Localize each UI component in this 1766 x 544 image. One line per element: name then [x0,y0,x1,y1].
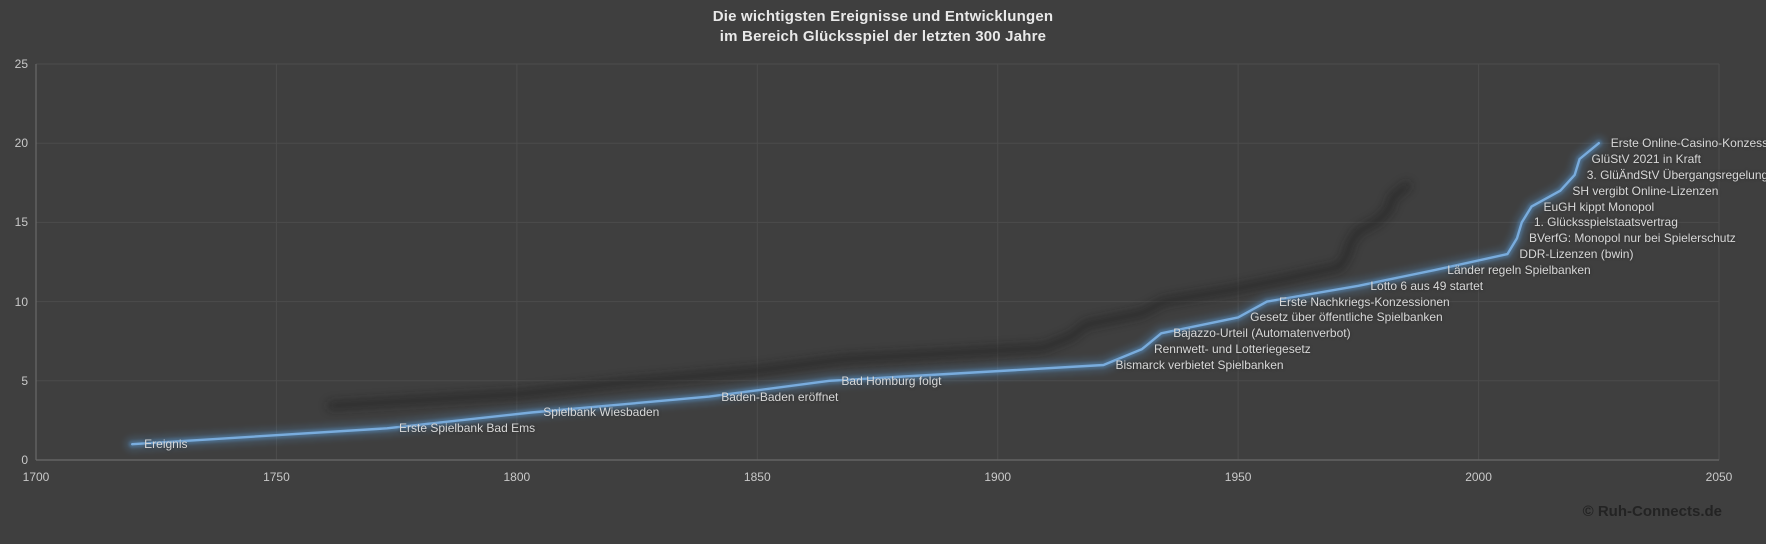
shadow-polyline [327,181,1412,411]
data-point-label: BVerfG: Monopol nur bei Spielerschutz [1529,231,1736,246]
data-point-label: SH vergibt Online-Lizenzen [1572,183,1719,198]
data-point-label: Lotto 6 aus 49 startet [1370,278,1484,293]
x-axis-tick-label: 1800 [503,470,531,484]
data-point-label: GlüStV 2021 in Kraft [1591,152,1701,167]
data-point-label: Rennwett- und Lotteriegesetz [1153,342,1311,357]
data-point-label: Erste Nachkriegs-Konzessionen [1278,294,1450,309]
data-point-label: EuGH kippt Monopol [1543,199,1655,214]
data-point-label: Bajazzo-Urteil (Automatenverbot) [1173,326,1351,341]
data-point-label: Länder regeln Spielbanken [1447,262,1591,277]
data-point-label: DDR-Lizenzen (bwin) [1519,247,1634,262]
data-point-label: 3. GlüÄndStV Übergangsregelung [1586,167,1766,182]
data-point-label: Bismarck verbietet Spielbanken [1115,357,1284,372]
data-point-label: Gesetz über öffentliche Spielbanken [1250,310,1443,325]
data-point-label: Erste Spielbank Bad Ems [399,421,536,436]
data-point-label: Spielbank Wiesbaden [543,405,660,420]
y-axis-tick-label: 0 [21,453,28,467]
x-axis-tick-label: 2000 [1465,470,1492,484]
x-axis-tick-label: 1900 [984,470,1012,484]
x-axis-tick-label: 2050 [1705,470,1733,484]
chart-title-line1: Die wichtigsten Ereignisse und Entwicklu… [712,8,1054,25]
chart-title: Die wichtigsten Ereignisse und Entwicklu… [0,7,1766,47]
y-axis-tick-label: 5 [21,373,28,388]
watermark: © Ruh-Connects.de [1582,503,1722,520]
data-point-label: Baden-Baden eröffnet [721,389,839,404]
x-axis-tick-label: 1950 [1224,470,1252,484]
y-axis-tick-label: 15 [14,215,28,230]
data-point-label: 1. Glücksspielstaatsvertrag [1533,215,1678,230]
x-axis-tick-label: 1750 [263,470,290,484]
line-perspective-shadow [327,181,1412,411]
data-point-label: Ereignis [144,437,188,452]
event-polyline [130,141,1601,446]
axes [35,64,1719,461]
chart-title-line2: im Bereich Glücksspiel der letzten 300 J… [719,28,1047,45]
data-point-label: Erste Online-Casino-Konzessionen [1610,136,1766,151]
y-axis-tick-label: 20 [14,136,28,151]
x-axis-tick-label: 1700 [22,470,50,484]
y-axis-tick-label: 25 [14,57,28,71]
data-point-label: Bad Homburg folgt [841,373,942,388]
y-axis-tick-label: 10 [14,294,28,309]
event-line-series [124,135,1607,453]
x-axis-tick-label: 1850 [743,470,771,484]
